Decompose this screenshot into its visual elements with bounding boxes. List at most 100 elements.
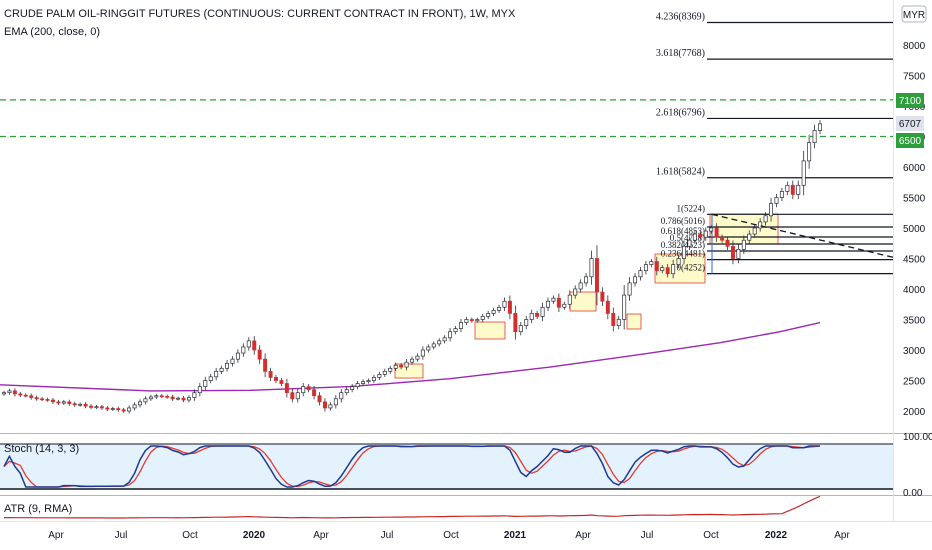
candle-body: [556, 297, 561, 308]
candle-body: [790, 184, 795, 195]
candle-body: [208, 376, 213, 381]
price-tick-label: 2500: [903, 377, 926, 388]
candle-body: [458, 322, 463, 329]
candle-body: [431, 343, 436, 348]
candle-body: [317, 395, 322, 403]
candle-body: [720, 236, 725, 241]
candle-body: [540, 306, 545, 317]
candle-body: [399, 364, 404, 368]
currency-button[interactable]: [901, 5, 927, 23]
candle-body: [7, 390, 12, 394]
candle-body: [263, 358, 268, 372]
stoch-lower-label: 0.00: [903, 488, 923, 499]
candle-body: [170, 396, 175, 400]
price-tick-label: 6000: [903, 163, 926, 174]
pattern-highlight-box[interactable]: [474, 321, 506, 340]
pattern-highlight-box[interactable]: [626, 313, 642, 330]
candle-body: [350, 386, 355, 391]
candle-body: [785, 184, 790, 192]
candle-body: [605, 300, 610, 314]
candle-body: [148, 396, 153, 400]
candle-body: [67, 401, 72, 405]
candle-body: [29, 395, 34, 398]
price-tag-6500-label: 6500: [899, 136, 922, 147]
candle-body: [627, 282, 632, 296]
dashed-trendline[interactable]: [711, 213, 894, 258]
candle-body: [535, 313, 540, 317]
candle-body: [589, 258, 594, 278]
candle-body: [203, 380, 208, 387]
candle-body: [518, 325, 523, 333]
price-tag-last-label: 6707: [899, 119, 922, 130]
candle-body: [192, 392, 197, 398]
candle-body: [491, 310, 496, 314]
candle-body: [692, 233, 697, 241]
candle-body: [774, 197, 779, 204]
fib-level-label: 0.786(5016): [661, 216, 705, 226]
time-tick-label: Apr: [834, 530, 850, 541]
candle-body: [736, 249, 741, 259]
candle-body: [763, 215, 768, 223]
candle-body: [225, 363, 230, 369]
fib-level-label: 2.618(6796): [656, 107, 705, 118]
candle-body: [56, 401, 61, 404]
candle-body: [404, 361, 409, 368]
candle-body: [594, 258, 599, 293]
price-tag-last: [896, 116, 924, 131]
candle-body: [676, 258, 681, 265]
candle-body: [121, 409, 126, 412]
candle-body: [529, 313, 534, 320]
candle-body: [709, 227, 714, 232]
pattern-highlight-box[interactable]: [394, 363, 424, 379]
stoch-k-line: [3, 445, 820, 488]
candle-body: [747, 233, 752, 241]
candle-body: [818, 123, 822, 131]
candle-body: [393, 364, 398, 369]
candle-body: [502, 300, 507, 308]
candle-body: [698, 233, 703, 238]
candle-body: [306, 386, 311, 391]
candle-body: [725, 239, 730, 247]
time-tick-label: 2020: [243, 530, 266, 541]
candle-body: [127, 407, 132, 412]
price-tick-label: 5500: [903, 194, 926, 205]
time-tick-label: Jul: [115, 530, 128, 541]
candlestick-series: [2, 120, 822, 414]
candle-body: [361, 381, 366, 384]
candle-body: [796, 184, 801, 195]
price-tick-label: 3000: [903, 346, 926, 357]
candle-body: [257, 349, 262, 360]
candle-body: [567, 294, 572, 305]
price-tick-label: 2000: [903, 407, 926, 418]
fib-level-label: 1.618(5824): [656, 167, 705, 178]
candle-body: [649, 261, 654, 265]
candle-body: [159, 395, 164, 398]
candle-body: [312, 389, 317, 397]
candle-body: [219, 367, 224, 372]
price-tag-7100: [896, 93, 924, 108]
trendline[interactable]: [711, 213, 894, 258]
candle-body: [186, 397, 191, 401]
candle-body: [420, 349, 425, 357]
price-tick-label: 4500: [903, 255, 926, 266]
candle-body: [274, 377, 278, 381]
time-axis[interactable]: Apr Jul Oct 2020 Apr Jul Oct 2021 Apr Jul Oct 2022 A…: [48, 530, 850, 541]
candle-body: [758, 221, 763, 229]
stochastic-pane: [0, 443, 893, 490]
candle-body: [654, 261, 659, 272]
candle-body: [426, 346, 431, 351]
candle-body: [181, 397, 186, 401]
candle-body: [665, 267, 670, 275]
candle-body: [437, 340, 442, 345]
horizontal-levels[interactable]: [0, 99, 893, 138]
time-tick-label: Oct: [443, 530, 459, 541]
candle-body: [339, 392, 344, 400]
candle-body: [660, 267, 665, 272]
candle-body: [388, 367, 393, 372]
candle-body: [78, 403, 83, 406]
candle-body: [241, 346, 246, 354]
atr-legend: ATR (9, RMA): [4, 503, 72, 515]
candle-body: [154, 395, 159, 398]
candle-body: [573, 288, 578, 296]
